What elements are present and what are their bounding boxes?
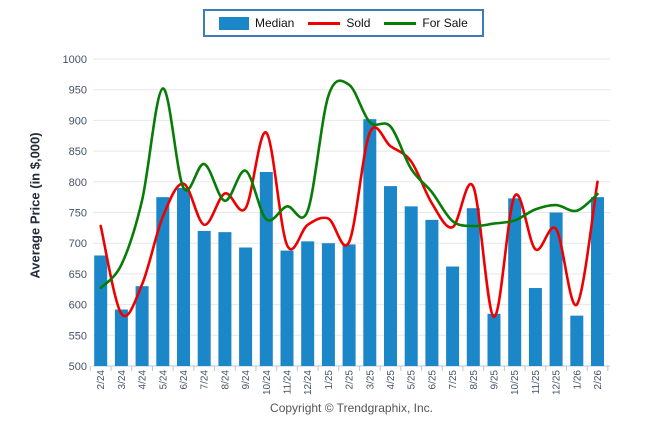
median-bar <box>384 186 397 366</box>
y-tick-label: 1000 <box>63 54 87 66</box>
median-bar <box>94 255 108 366</box>
median-bar <box>342 244 356 366</box>
x-tick-label: 11/24 <box>283 370 294 395</box>
y-axis-tick-labels: 500 550 600 650 700 750 800 850 900 950 1000 <box>63 54 87 373</box>
x-tick-label: 12/25 <box>552 370 563 395</box>
median-bar <box>156 197 170 366</box>
y-tick-label: 800 <box>69 177 87 189</box>
median-bar <box>135 286 149 366</box>
x-tick-label: 2/25 <box>345 370 356 390</box>
y-tick-label: 900 <box>69 115 87 127</box>
median-bar <box>425 219 439 366</box>
median-bar <box>591 197 604 366</box>
y-tick-label: 500 <box>69 361 87 373</box>
median-bar <box>239 247 253 366</box>
x-tick-label: 6/25 <box>427 370 438 390</box>
x-tick-label: 3/25 <box>365 370 376 390</box>
for-sale-line <box>99 79 599 290</box>
legend-item-for-sale: For Sale <box>384 16 468 30</box>
median-bar <box>218 232 232 366</box>
x-tick-label: 10/25 <box>510 370 521 395</box>
median-bar <box>301 241 315 366</box>
median-bar <box>259 171 273 366</box>
x-tick-label: 9/25 <box>490 370 501 390</box>
median-bars <box>94 119 604 366</box>
x-tick-label: 4/24 <box>138 370 149 390</box>
chart-legend: Median Sold For Sale <box>203 9 484 37</box>
x-tick-label: 8/25 <box>469 370 480 390</box>
x-tick-label: 10/24 <box>262 370 273 395</box>
x-tick-label: 7/25 <box>448 370 459 390</box>
x-tick-label: 3/24 <box>117 370 128 390</box>
x-tick-label: 8/24 <box>220 370 231 390</box>
y-tick-label: 850 <box>69 146 87 158</box>
median-bar <box>446 266 460 366</box>
x-tick-label: 5/24 <box>158 370 169 390</box>
y-axis-title: Average Price (in $,000) <box>27 132 43 279</box>
x-tick-label: 1/25 <box>324 370 335 390</box>
x-axis-tick-labels: 2/24 3/24 4/24 5/24 6/24 7/24 8/24 9/24 10/24 11/… <box>96 370 604 395</box>
x-tick-label: 2/24 <box>96 370 107 390</box>
sold-line <box>99 126 599 319</box>
x-tick-label: 5/25 <box>407 370 418 390</box>
legend-item-sold: Sold <box>308 16 370 30</box>
y-tick-label: 700 <box>69 238 87 250</box>
legend-item-median: Median <box>219 16 294 30</box>
x-tick-label: 11/25 <box>531 370 542 395</box>
y-tick-label: 950 <box>69 85 87 97</box>
median-bar <box>487 313 501 366</box>
x-tick-label: 2/26 <box>593 370 604 390</box>
median-bar <box>280 250 294 366</box>
y-tick-label: 550 <box>69 330 87 342</box>
x-tick-label: 4/25 <box>386 370 397 390</box>
median-bar <box>404 206 418 366</box>
for-sale-line-swatch-icon <box>384 21 417 25</box>
sold-line-swatch-icon <box>308 21 341 25</box>
median-bar <box>549 212 563 366</box>
legend-label-sold: Sold <box>346 16 371 30</box>
median-bar <box>528 288 542 366</box>
y-tick-label: 600 <box>69 300 87 312</box>
median-bar <box>363 119 377 366</box>
median-bar <box>114 309 128 366</box>
median-bar <box>321 243 335 366</box>
y-tick-label: 650 <box>69 269 87 281</box>
x-tick-label: 6/24 <box>179 370 190 390</box>
x-tick-label: 9/24 <box>241 370 252 390</box>
median-bar <box>197 230 211 366</box>
x-tick-label: 7/24 <box>200 370 211 390</box>
y-tick-label: 750 <box>69 208 87 220</box>
median-bar-swatch-icon <box>219 16 249 30</box>
median-bar <box>466 208 480 366</box>
x-tick-label: 1/26 <box>572 370 583 390</box>
median-bar <box>570 315 584 366</box>
x-tick-label: 12/24 <box>303 370 314 395</box>
copyright-text: Copyright © Trendgraphix, Inc. <box>270 401 433 415</box>
legend-label-for-sale: For Sale <box>422 16 468 30</box>
legend-label-median: Median <box>255 16 295 30</box>
median-bar <box>508 198 522 366</box>
median-bar <box>177 187 190 366</box>
x-axis-ticks <box>89 366 609 371</box>
